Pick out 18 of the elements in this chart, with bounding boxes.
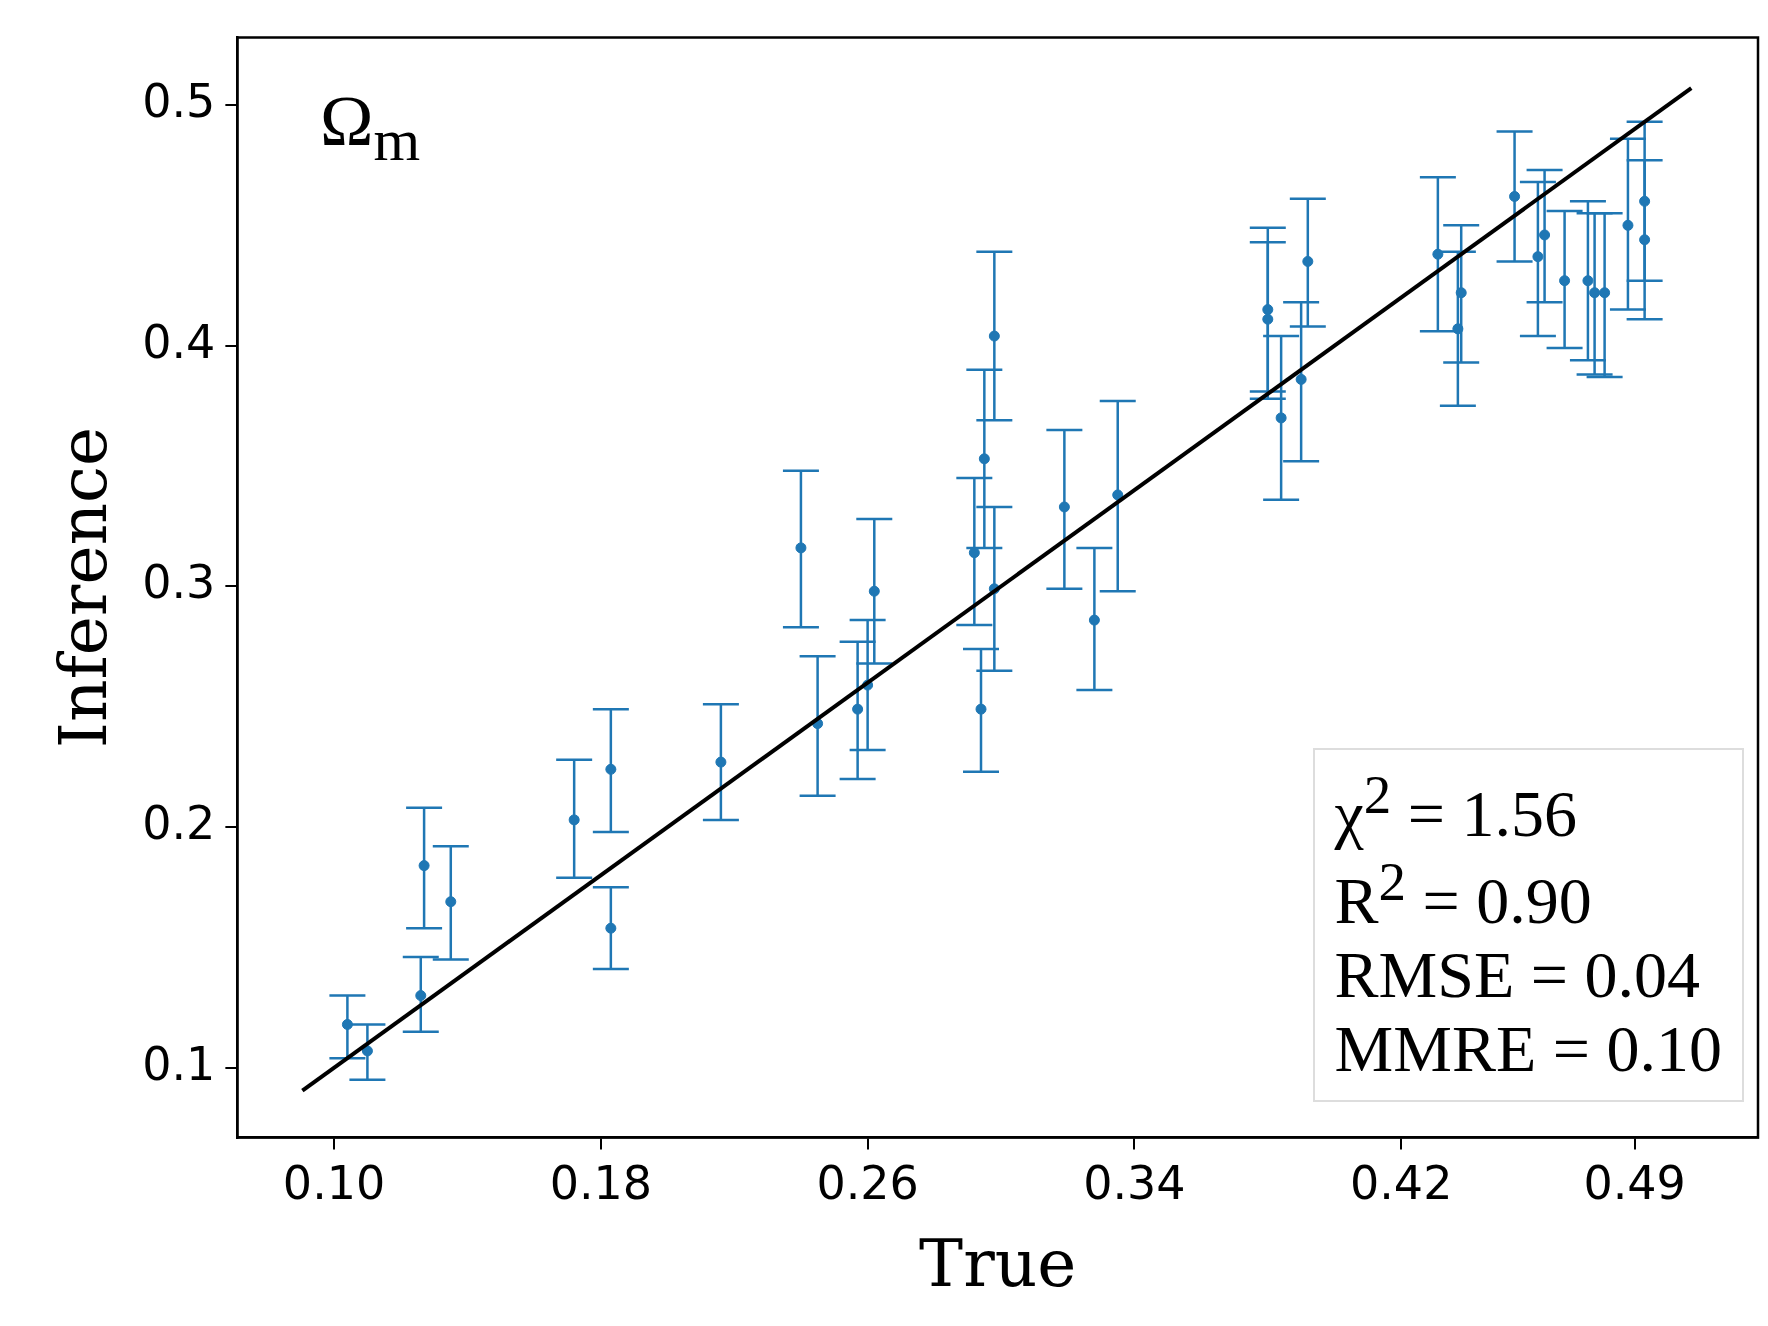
y-tick-label: 0.4 xyxy=(142,314,216,369)
x-tick-label: 0.49 xyxy=(1583,1156,1686,1211)
x-tick-label: 0.42 xyxy=(1349,1156,1453,1211)
y-tick-label: 0.3 xyxy=(142,555,216,610)
x-tick-label: 0.10 xyxy=(282,1156,386,1211)
annotation: Ω$_{m}$ xyxy=(320,80,421,176)
annotation: R$^{2}$ = 0.90 xyxy=(1334,851,1593,939)
y-tick-label: 0.5 xyxy=(142,73,216,128)
annotation: MMRE = 0.10 xyxy=(1334,1012,1722,1086)
x-tick-label: 0.34 xyxy=(1083,1156,1186,1211)
x-tick-label: 0.18 xyxy=(549,1156,653,1211)
x-axis-title: True xyxy=(919,1224,1077,1302)
annotation: RMSE = 0.04 xyxy=(1334,938,1701,1013)
y-tick-label: 0.2 xyxy=(142,796,216,851)
y-axis-title: Inference xyxy=(44,427,122,749)
y-tick-label: 0.1 xyxy=(142,1036,216,1091)
annotation: χ$^{2}$ = 1.56 xyxy=(1334,764,1579,852)
x-tick-label: 0.26 xyxy=(816,1156,919,1211)
